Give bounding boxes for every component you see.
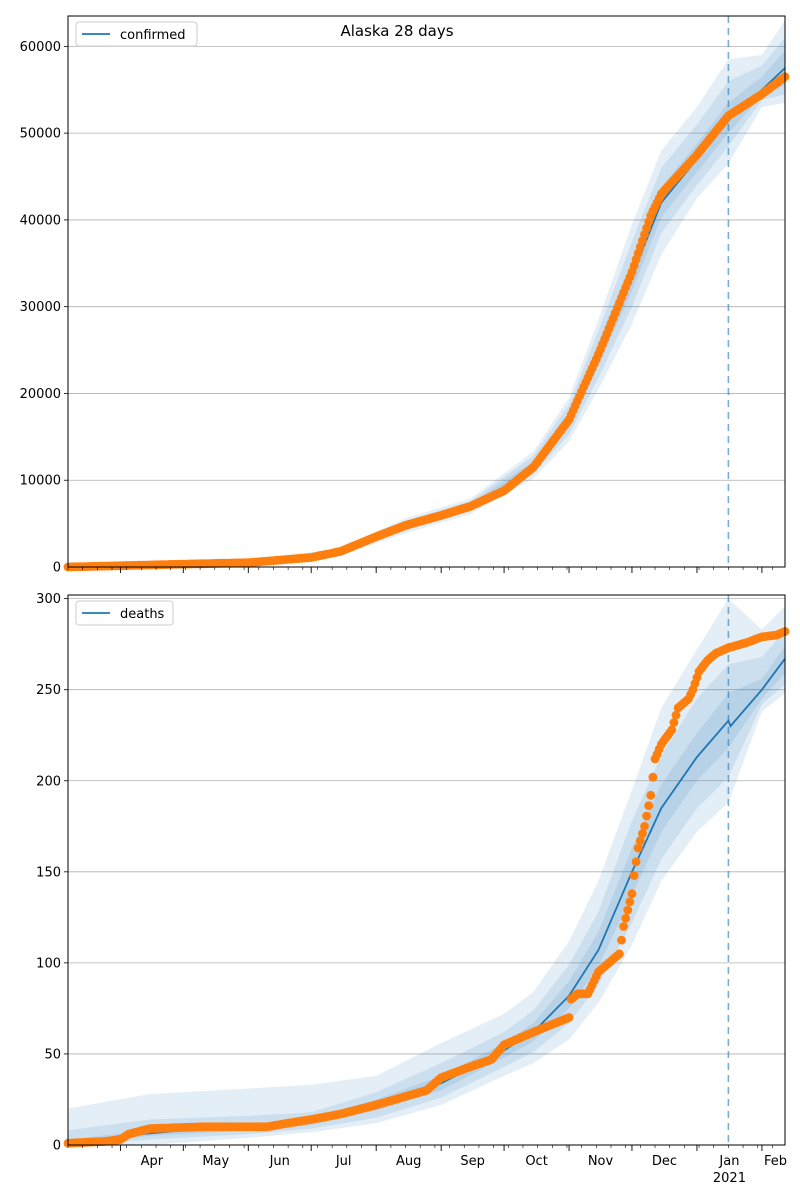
observed-point	[623, 905, 633, 915]
observed-point	[642, 811, 651, 821]
panel-deaths	[63, 594, 790, 1151]
observed-point	[619, 922, 628, 931]
observed-point	[621, 913, 631, 923]
legend-label: deaths	[120, 607, 165, 622]
uncertainty-band	[68, 37, 785, 567]
y-tick-label: 200	[36, 774, 61, 789]
legend	[75, 600, 174, 626]
legend	[75, 21, 198, 47]
uncertainty-band	[68, 50, 785, 567]
observed-point	[646, 790, 656, 800]
observed-point	[638, 829, 647, 838]
x-tick-label: Oct	[525, 1154, 547, 1169]
x-tick-label: Jan	[718, 1154, 739, 1169]
axes-frame	[67, 594, 786, 1146]
x-tick-label: Aug	[396, 1154, 421, 1169]
x-tick-label: Feb	[764, 1154, 787, 1169]
y-tick-label: 250	[36, 683, 61, 698]
y-tick-label: 100	[36, 956, 61, 971]
x-tick-label: Sep	[460, 1154, 485, 1169]
y-tick-label: 50	[44, 1047, 61, 1062]
y-tick-label: 0	[53, 1139, 61, 1154]
x-tick-label: May	[202, 1154, 229, 1169]
observed-point	[671, 710, 681, 720]
y-tick-label: 30000	[20, 300, 61, 315]
observed-point	[625, 897, 635, 907]
observed-point	[644, 801, 654, 811]
y-tick-label: 40000	[20, 213, 61, 228]
observed-point	[669, 718, 679, 727]
observed-point	[635, 836, 645, 846]
legend-box	[75, 21, 198, 47]
y-tick-label: 50000	[20, 127, 61, 142]
panel-confirmed	[63, 15, 790, 573]
x-tick-label: Apr	[141, 1154, 164, 1169]
x-tick-label: Jul	[335, 1154, 352, 1169]
legend-box	[75, 600, 174, 626]
y-tick-label: 300	[36, 592, 61, 607]
x-year-label: 2021	[713, 1171, 746, 1186]
observed-series	[63, 72, 790, 572]
y-tick-label: 0	[53, 561, 61, 576]
uncertainty-band	[68, 631, 785, 1145]
chart-title: Alaska 28 days	[340, 22, 453, 40]
observed-series	[63, 627, 790, 1148]
y-tick-label: 60000	[20, 40, 61, 55]
observed-point	[615, 949, 624, 959]
y-tick-label: 150	[36, 865, 61, 880]
x-tick-label: Dec	[652, 1154, 677, 1169]
y-tick-label: 20000	[20, 387, 61, 402]
observed-point	[629, 871, 639, 880]
observed-point	[627, 889, 637, 899]
observed-point	[631, 857, 641, 867]
observed-point	[564, 1013, 574, 1022]
x-tick-label: Nov	[588, 1154, 614, 1169]
observed-point	[648, 772, 658, 782]
y-tick-label: 10000	[20, 474, 61, 489]
observed-point	[633, 843, 643, 853]
x-tick-label: Jun	[269, 1154, 290, 1169]
legend-label: confirmed	[120, 28, 186, 43]
observed-point	[617, 935, 626, 945]
observed-point	[640, 821, 649, 831]
observed-point	[667, 725, 677, 735]
axes-frame	[67, 15, 786, 568]
uncertainty-band	[68, 20, 785, 568]
